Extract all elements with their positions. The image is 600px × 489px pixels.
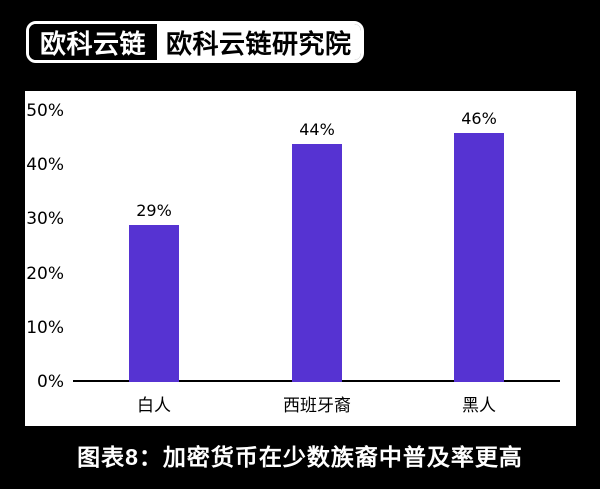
brand-logo: 欧科云链 欧科云链研究院 (26, 21, 364, 63)
y-axis-tick-label-4: 40% (26, 155, 64, 176)
bar-0 (129, 225, 179, 382)
y-axis-tick-label-3: 30% (26, 209, 64, 230)
x-axis-category-label-1: 西班牙裔 (283, 396, 351, 415)
y-axis-tick-label-0: 0% (37, 372, 64, 392)
x-axis-category-label-2: 黑人 (462, 396, 496, 415)
chart-caption: 图表8：加密货币在少数族裔中普及率更高 (77, 444, 523, 470)
bar-value-label-2: 46% (461, 109, 497, 128)
y-axis-tick-label-1: 10% (26, 317, 64, 338)
bar-value-label-1: 44% (299, 120, 335, 139)
x-axis-category-label-0: 白人 (137, 396, 171, 415)
bar-2 (454, 133, 504, 382)
chart-panel: 0% 10% 20% 30% 40% 50% 29% 白人 44% 西班牙裔 46% 黑人 (25, 91, 576, 426)
institute-name-text: 欧科云链研究院 (157, 24, 361, 60)
brand-name-text: 欧科云链 (29, 24, 158, 60)
y-axis-tick-label-5: 50% (26, 101, 64, 121)
bar-1 (292, 144, 342, 382)
y-axis-tick-label-2: 20% (26, 263, 64, 284)
bar-value-label-0: 29% (136, 201, 172, 220)
